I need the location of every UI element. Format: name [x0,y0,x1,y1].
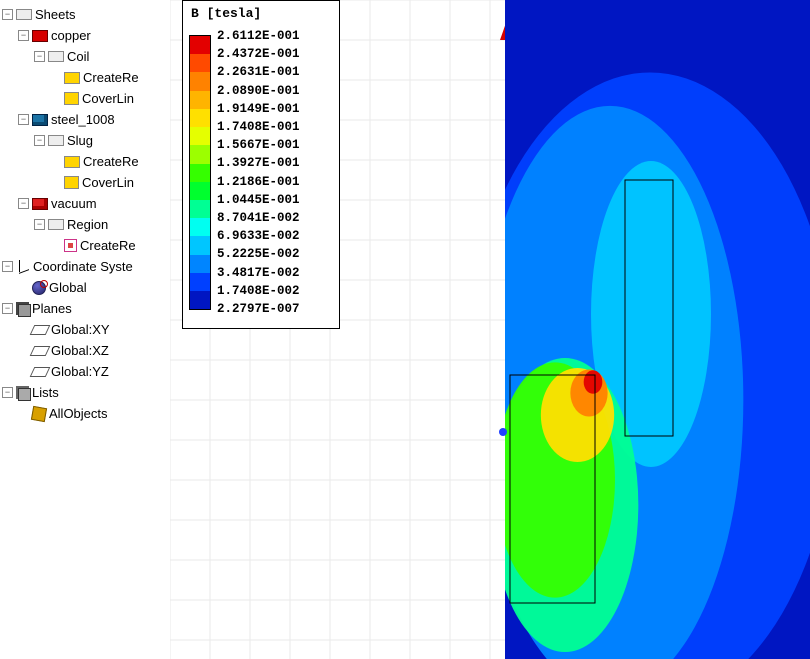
model-tree[interactable]: − Sheets − copper [2,4,170,424]
collapse-icon[interactable]: − [34,51,45,62]
global-cs-icon [32,281,46,295]
tree-label: CoverLin [82,88,134,109]
sheet-icon [48,219,64,230]
tree-node-create-rect[interactable]: CreateRe [50,151,170,172]
op-rect-icon [64,72,80,84]
tree-node-create-region[interactable]: CreateRe [50,235,170,256]
collapse-icon[interactable]: − [34,219,45,230]
tree-node-global-cs[interactable]: Global [18,277,170,298]
sheet-icon [48,135,64,146]
tree-label: CoverLin [82,172,134,193]
field-legend: B [tesla] 2.6112E-0012.4372E-0012.2631E-… [182,0,340,329]
collapse-icon[interactable]: − [18,114,29,125]
op-rect-icon [64,156,80,168]
tree-node-lists[interactable]: − Lists [2,382,170,403]
op-cover-icon [64,92,79,105]
material-icon [32,114,48,126]
tree-node-coil[interactable]: − Coil [34,46,170,67]
tree-label: Sheets [35,4,75,25]
tree-node-steel[interactable]: − steel_1008 [18,109,170,130]
legend-title: B [tesla] [189,6,333,21]
tree-label: Global:XY [51,319,110,340]
tree-label: Global [49,277,87,298]
app-root: − Sheets − copper [0,0,810,659]
origin-marker-icon [499,428,507,436]
tree-node-coordsys[interactable]: − Coordinate Syste [2,256,170,277]
collapse-icon[interactable]: − [2,387,13,398]
tree-node-vacuum[interactable]: − vacuum [18,193,170,214]
collapse-icon[interactable]: − [34,135,45,146]
tree-label: CreateRe [83,151,139,172]
collapse-icon[interactable]: − [2,261,13,272]
lists-icon [16,386,29,399]
tree-label: Global:YZ [51,361,109,382]
plane-icon [30,346,51,356]
tree-node-plane-yz[interactable]: Global:YZ [18,361,170,382]
plane-icon [30,367,51,377]
tree-label: Slug [67,130,93,151]
tree-label: CreateRe [83,67,139,88]
tree-label: Coil [67,46,89,67]
op-cover-icon [64,176,79,189]
tree-label: vacuum [51,193,97,214]
tree-label: Planes [32,298,72,319]
legend-colorbar [189,35,211,310]
tree-label: copper [51,25,91,46]
tree-node-plane-xz[interactable]: Global:XZ [18,340,170,361]
tree-label: Global:XZ [51,340,109,361]
model-viewport[interactable]: B [tesla] 2.6112E-0012.4372E-0012.2631E-… [170,0,810,659]
sheet-icon [48,51,64,62]
tree-label: Coordinate Syste [33,256,133,277]
tree-node-create-rect[interactable]: CreateRe [50,67,170,88]
tree-node-planes[interactable]: − Planes [2,298,170,319]
tree-label: AllObjects [49,403,108,424]
tree-node-region[interactable]: − Region [34,214,170,235]
collapse-icon[interactable]: − [2,9,13,20]
tree-node-allobjects[interactable]: AllObjects [18,403,170,424]
material-icon [32,30,48,42]
tree-node-cover-lines[interactable]: CoverLin [50,172,170,193]
tree-node-cover-lines[interactable]: CoverLin [50,88,170,109]
tree-node-plane-xy[interactable]: Global:XY [18,319,170,340]
tree-node-sheets[interactable]: − Sheets [2,4,170,25]
plane-icon [30,325,51,335]
planes-icon [16,302,29,315]
tree-label: CreateRe [80,235,136,256]
tree-label: Lists [32,382,59,403]
coordsys-icon [16,260,30,274]
tree-label: Region [67,214,108,235]
op-region-icon [64,239,77,252]
material-icon [32,198,48,210]
collapse-icon[interactable]: − [18,30,29,41]
allobjects-icon [31,405,47,421]
collapse-icon[interactable]: − [18,198,29,209]
tree-label: steel_1008 [51,109,115,130]
sheet-icon [16,9,32,20]
tree-node-copper[interactable]: − copper [18,25,170,46]
collapse-icon[interactable]: − [2,303,13,314]
model-tree-panel: − Sheets − copper [0,0,170,659]
legend-values: 2.6112E-0012.4372E-0012.2631E-0012.0890E… [211,27,300,318]
tree-node-slug[interactable]: − Slug [34,130,170,151]
